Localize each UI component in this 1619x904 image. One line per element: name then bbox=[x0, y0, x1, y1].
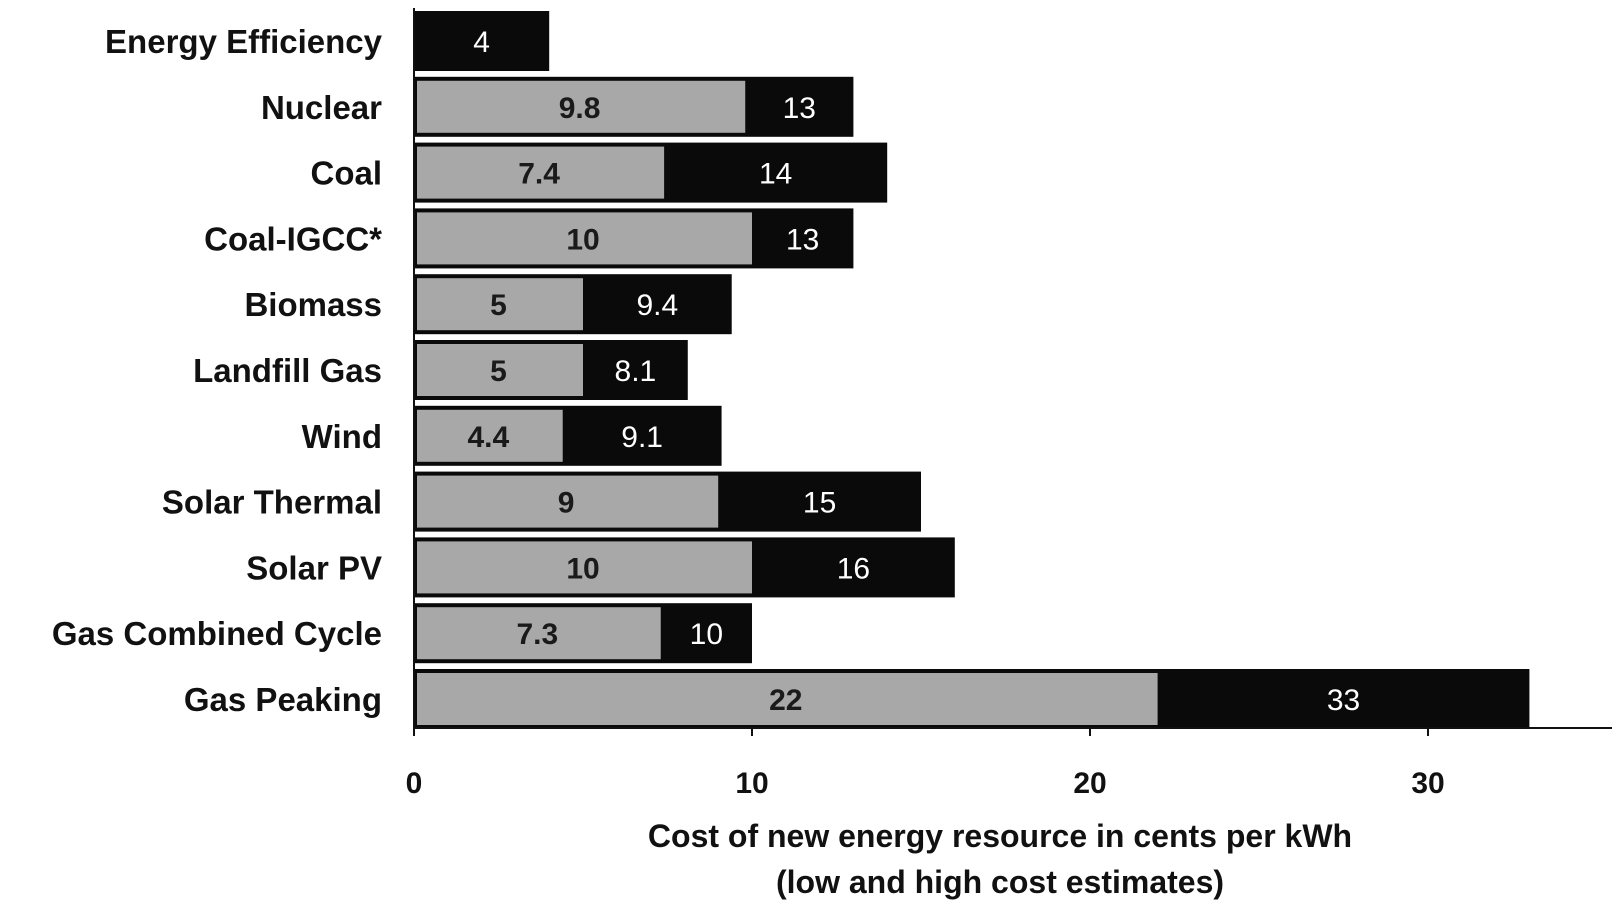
bar-low-coal-igcc bbox=[417, 212, 752, 265]
value-label-low-landfill-gas: 5 bbox=[490, 355, 507, 388]
category-label-energy-efficiency: Energy Efficiency bbox=[105, 23, 383, 60]
x-tick-label: 30 bbox=[1411, 767, 1444, 800]
value-label-low-biomass: 5 bbox=[490, 289, 507, 322]
bar-low-gas-combined-cycle bbox=[417, 607, 661, 660]
x-axis-title-line1: Cost of new energy resource in cents per… bbox=[648, 818, 1352, 854]
bar-low-nuclear bbox=[417, 80, 746, 133]
category-label-biomass: Biomass bbox=[244, 286, 382, 323]
x-tick-label: 10 bbox=[735, 767, 768, 800]
value-label-high-energy-efficiency: 4 bbox=[473, 26, 490, 59]
category-label-solar-thermal: Solar Thermal bbox=[162, 484, 382, 521]
value-label-low-nuclear: 9.8 bbox=[559, 92, 601, 125]
value-label-low-gas-combined-cycle: 7.3 bbox=[517, 618, 559, 651]
x-tick-label: 0 bbox=[406, 767, 423, 800]
category-label-gas-combined-cycle: Gas Combined Cycle bbox=[52, 615, 382, 652]
bar-low-landfill-gas bbox=[417, 344, 583, 396]
bar-low-solar-pv bbox=[417, 541, 752, 594]
category-label-coal-igcc: Coal-IGCC* bbox=[204, 220, 382, 257]
bar-low-solar-thermal bbox=[417, 475, 719, 528]
bar-low-wind bbox=[417, 409, 563, 462]
category-label-gas-peaking: Gas Peaking bbox=[184, 681, 382, 718]
value-label-high-solar-pv: 16 bbox=[837, 552, 870, 585]
value-label-high-wind: 9.1 bbox=[621, 421, 663, 454]
x-axis: 0 10 20 30 bbox=[406, 8, 1612, 800]
value-label-low-coal-igcc: 10 bbox=[566, 223, 599, 256]
value-label-high-biomass: 9.4 bbox=[637, 289, 679, 322]
value-label-low-gas-peaking: 22 bbox=[769, 684, 802, 717]
x-axis-title-line2: (low and high cost estimates) bbox=[776, 864, 1224, 900]
value-label-low-solar-pv: 10 bbox=[566, 552, 599, 585]
value-label-high-landfill-gas: 8.1 bbox=[615, 355, 657, 388]
value-label-high-coal: 14 bbox=[759, 158, 792, 191]
bar-low-gas-peaking bbox=[417, 673, 1158, 725]
value-label-high-gas-combined-cycle: 10 bbox=[690, 618, 723, 651]
value-label-low-solar-thermal: 9 bbox=[558, 487, 575, 520]
category-label-coal: Coal bbox=[310, 155, 382, 192]
category-labels: Energy Efficiency Nuclear Coal Coal-IGCC* Bi… bbox=[52, 23, 383, 718]
value-label-high-gas-peaking: 33 bbox=[1327, 684, 1360, 717]
value-label-high-coal-igcc: 13 bbox=[786, 223, 819, 256]
value-label-low-wind: 4.4 bbox=[468, 421, 510, 454]
bar-low-coal bbox=[417, 146, 665, 199]
category-label-wind: Wind bbox=[302, 418, 382, 455]
value-label-high-nuclear: 13 bbox=[783, 92, 816, 125]
bar-low-biomass bbox=[417, 278, 583, 331]
bar-high-energy-efficiency bbox=[414, 11, 550, 71]
category-label-nuclear: Nuclear bbox=[261, 89, 382, 126]
value-label-low-coal: 7.4 bbox=[518, 158, 560, 191]
category-label-landfill-gas: Landfill Gas bbox=[193, 352, 382, 389]
value-label-high-solar-thermal: 15 bbox=[803, 487, 836, 520]
x-tick-label: 20 bbox=[1073, 767, 1106, 800]
category-label-solar-pv: Solar PV bbox=[246, 549, 382, 586]
